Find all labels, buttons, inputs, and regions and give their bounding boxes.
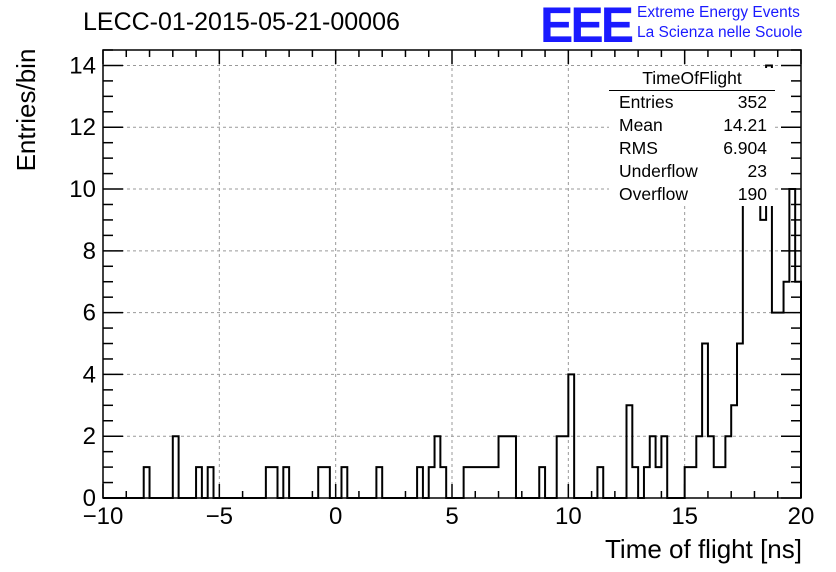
histogram-bin: [632, 467, 638, 498]
logo-caption: Extreme Energy Events La Scienza nelle S…: [637, 3, 802, 43]
stats-value: 352: [737, 92, 767, 112]
histogram-bin: [487, 467, 493, 498]
histogram-bin: [469, 467, 475, 498]
histogram-bin: [754, 189, 760, 498]
histogram-bin: [725, 436, 731, 498]
histogram-bin: [435, 436, 441, 498]
histogram-bin: [743, 189, 749, 498]
histogram-bin: [144, 467, 150, 498]
logo-line-1: Extreme Energy Events: [637, 4, 800, 21]
histogram-bin: [196, 467, 202, 498]
histogram-bin: [708, 436, 714, 498]
histogram-bin: [557, 436, 563, 498]
x-axis-label: Time of flight [ns]: [605, 534, 802, 564]
stats-value: 190: [737, 184, 767, 204]
stats-row-mean: Mean 14.21: [609, 114, 775, 137]
stats-value: 14.21: [723, 115, 767, 135]
histogram-bin: [760, 220, 766, 498]
histogram-bin: [464, 467, 470, 498]
stats-label: Entries: [619, 92, 674, 112]
histogram-bin: [440, 467, 446, 498]
histogram-bin: [661, 436, 667, 498]
histogram-bin: [690, 467, 696, 498]
grid-lines: [103, 50, 801, 498]
histogram-bin: [656, 467, 662, 498]
histogram-bin: [283, 467, 289, 498]
histogram-bin: [324, 467, 330, 498]
histogram-bin: [376, 467, 382, 498]
histogram-bin: [627, 405, 633, 498]
histogram-bin: [650, 436, 656, 498]
stats-value: 23: [747, 161, 767, 181]
histogram-bin: [644, 467, 650, 498]
histogram-bin: [318, 467, 324, 498]
histogram-bin: [539, 467, 545, 498]
axis-ticks: [102, 49, 802, 499]
histogram-bin: [737, 344, 743, 498]
stats-box: TimeOfFlight Entries 352 Mean 14.21 RMS …: [609, 68, 775, 206]
histogram-bin: [481, 467, 487, 498]
stats-row-underflow: Underflow 23: [609, 160, 775, 183]
x-tick-label: 0: [329, 503, 342, 530]
histogram-bin: [341, 467, 347, 498]
y-tick-label: 14: [69, 52, 96, 79]
histogram-bin: [493, 467, 499, 498]
histogram-bin: [417, 467, 423, 498]
histogram-bin: [475, 467, 481, 498]
stats-row-entries: Entries 352: [609, 91, 775, 114]
x-tick-label: 15: [671, 503, 698, 530]
histogram-bin: [720, 467, 726, 498]
histogram-bin: [563, 436, 569, 498]
y-tick-label: 12: [69, 114, 96, 141]
histogram-bin: [429, 467, 435, 498]
y-axis-label: Entries/bin: [11, 48, 41, 172]
x-tick-label: 20: [788, 503, 815, 530]
histogram-bin: [266, 467, 272, 498]
histogram-bin: [208, 467, 214, 498]
x-tick-label: −10: [83, 503, 124, 530]
stats-label: Underflow: [619, 161, 698, 181]
histogram-bin: [696, 436, 702, 498]
histogram-bin: [597, 467, 603, 498]
tick-labels: −10 −5 0 5 10 15 20 0 2 4 6 8 10 12 14: [69, 52, 814, 530]
histogram-bin: [772, 313, 778, 498]
x-tick-label: −5: [206, 503, 233, 530]
histogram-bin: [504, 436, 510, 498]
stats-label: Overflow: [619, 184, 689, 204]
stats-label: RMS: [619, 138, 658, 158]
stats-row-overflow: Overflow 190: [609, 183, 775, 206]
histogram-bin: [173, 436, 179, 498]
x-tick-label: 10: [555, 503, 582, 530]
y-tick-label: 4: [83, 361, 96, 388]
histogram-bin: [499, 436, 505, 498]
histogram-bin: [510, 436, 516, 498]
histogram-bin: [749, 158, 755, 498]
stats-row-rms: RMS 6.904: [609, 137, 775, 160]
stats-value: 6.904: [723, 138, 767, 158]
y-tick-label: 8: [83, 238, 96, 265]
y-tick-label: 10: [69, 176, 96, 203]
histogram-bin: [685, 467, 691, 498]
histogram-bin: [778, 313, 784, 498]
histogram-bin: [731, 405, 737, 498]
stats-label: Mean: [619, 115, 663, 135]
y-tick-label: 6: [83, 300, 96, 327]
x-tick-label: 5: [445, 503, 458, 530]
stats-title: TimeOfFlight: [609, 68, 775, 91]
histogram-bin: [784, 282, 790, 498]
histogram-bin: [702, 344, 708, 498]
chart-title: LECC-01-2015-05-21-00006: [83, 8, 400, 36]
logo-line-2: La Scienza nelle Scuole: [637, 24, 803, 41]
y-tick-label: 2: [83, 423, 96, 450]
histogram-bin: [714, 467, 720, 498]
histogram-bin: [568, 374, 574, 498]
y-tick-label: 0: [83, 485, 96, 512]
eee-logo: EEE: [540, 0, 634, 53]
histogram-bin: [272, 467, 278, 498]
